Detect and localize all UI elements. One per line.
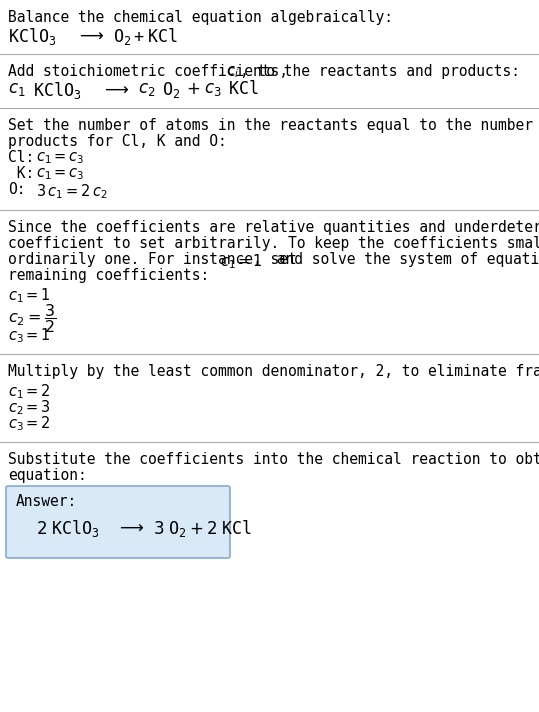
Text: $\mathtt{KClO_3}$: $\mathtt{KClO_3}$ bbox=[33, 80, 81, 101]
Text: Answer:: Answer: bbox=[16, 494, 77, 509]
Text: $c_1 = 2$: $c_1 = 2$ bbox=[8, 382, 51, 401]
Text: Set the number of atoms in the reactants equal to the number of atoms in the: Set the number of atoms in the reactants… bbox=[8, 118, 539, 133]
Text: Add stoichiometric coefficients,: Add stoichiometric coefficients, bbox=[8, 64, 297, 79]
FancyBboxPatch shape bbox=[6, 486, 230, 558]
Text: $c_1 = 1$: $c_1 = 1$ bbox=[220, 252, 263, 271]
Text: O:: O: bbox=[8, 182, 25, 197]
Text: Balance the chemical equation algebraically:: Balance the chemical equation algebraica… bbox=[8, 10, 393, 25]
Text: $3\;\mathtt{O_2} + 2\;\mathtt{KCl}$: $3\;\mathtt{O_2} + 2\;\mathtt{KCl}$ bbox=[153, 518, 252, 539]
Text: Since the coefficients are relative quantities and underdetermined, choose a: Since the coefficients are relative quan… bbox=[8, 220, 539, 235]
Text: $c_3 = 1$: $c_3 = 1$ bbox=[8, 326, 51, 345]
Text: ordinarily one. For instance, set: ordinarily one. For instance, set bbox=[8, 252, 306, 267]
Text: Cl:: Cl: bbox=[8, 150, 34, 165]
Text: $\mathtt{O_2 + KCl}$: $\mathtt{O_2 + KCl}$ bbox=[113, 26, 178, 47]
Text: $\longrightarrow$: $\longrightarrow$ bbox=[101, 80, 129, 98]
Text: , to the reactants and products:: , to the reactants and products: bbox=[240, 64, 520, 79]
Text: $c_1 = 1$: $c_1 = 1$ bbox=[8, 286, 51, 305]
Text: $c_1 = c_3$: $c_1 = c_3$ bbox=[36, 150, 85, 166]
Text: $3\,c_1 = 2\,c_2$: $3\,c_1 = 2\,c_2$ bbox=[36, 182, 108, 201]
Text: $2\;\mathtt{KClO_3}$: $2\;\mathtt{KClO_3}$ bbox=[36, 518, 99, 539]
Text: $\mathtt{O_2}$: $\mathtt{O_2}$ bbox=[162, 80, 180, 100]
Text: $+$: $+$ bbox=[186, 80, 200, 98]
Text: coefficient to set arbitrarily. To keep the coefficients small, the arbitrary va: coefficient to set arbitrarily. To keep … bbox=[8, 236, 539, 251]
Text: Substitute the coefficients into the chemical reaction to obtain the balanced: Substitute the coefficients into the che… bbox=[8, 452, 539, 467]
Text: $c_2$: $c_2$ bbox=[138, 80, 155, 98]
Text: $\mathtt{KCl}$: $\mathtt{KCl}$ bbox=[228, 80, 259, 98]
Text: $c_1 = c_3$: $c_1 = c_3$ bbox=[36, 166, 85, 182]
Text: and solve the system of equations for the: and solve the system of equations for th… bbox=[268, 252, 539, 267]
Text: $c_3 = 2$: $c_3 = 2$ bbox=[8, 414, 51, 433]
Text: K:: K: bbox=[8, 166, 34, 181]
Text: $c_2 = \dfrac{3}{2}$: $c_2 = \dfrac{3}{2}$ bbox=[8, 302, 56, 335]
Text: $c_1$: $c_1$ bbox=[8, 80, 25, 98]
Text: $\longrightarrow$: $\longrightarrow$ bbox=[116, 518, 144, 536]
Text: $c_2 = 3$: $c_2 = 3$ bbox=[8, 398, 51, 417]
Text: Multiply by the least common denominator, 2, to eliminate fractional coefficient: Multiply by the least common denominator… bbox=[8, 364, 539, 379]
Text: remaining coefficients:: remaining coefficients: bbox=[8, 268, 209, 283]
Text: equation:: equation: bbox=[8, 468, 87, 483]
Text: products for Cl, K and O:: products for Cl, K and O: bbox=[8, 134, 227, 149]
Text: $\longrightarrow$: $\longrightarrow$ bbox=[76, 26, 104, 44]
Text: $c_i$: $c_i$ bbox=[226, 64, 239, 80]
Text: $\mathtt{KClO_3}$: $\mathtt{KClO_3}$ bbox=[8, 26, 56, 47]
Text: $c_3$: $c_3$ bbox=[204, 80, 222, 98]
